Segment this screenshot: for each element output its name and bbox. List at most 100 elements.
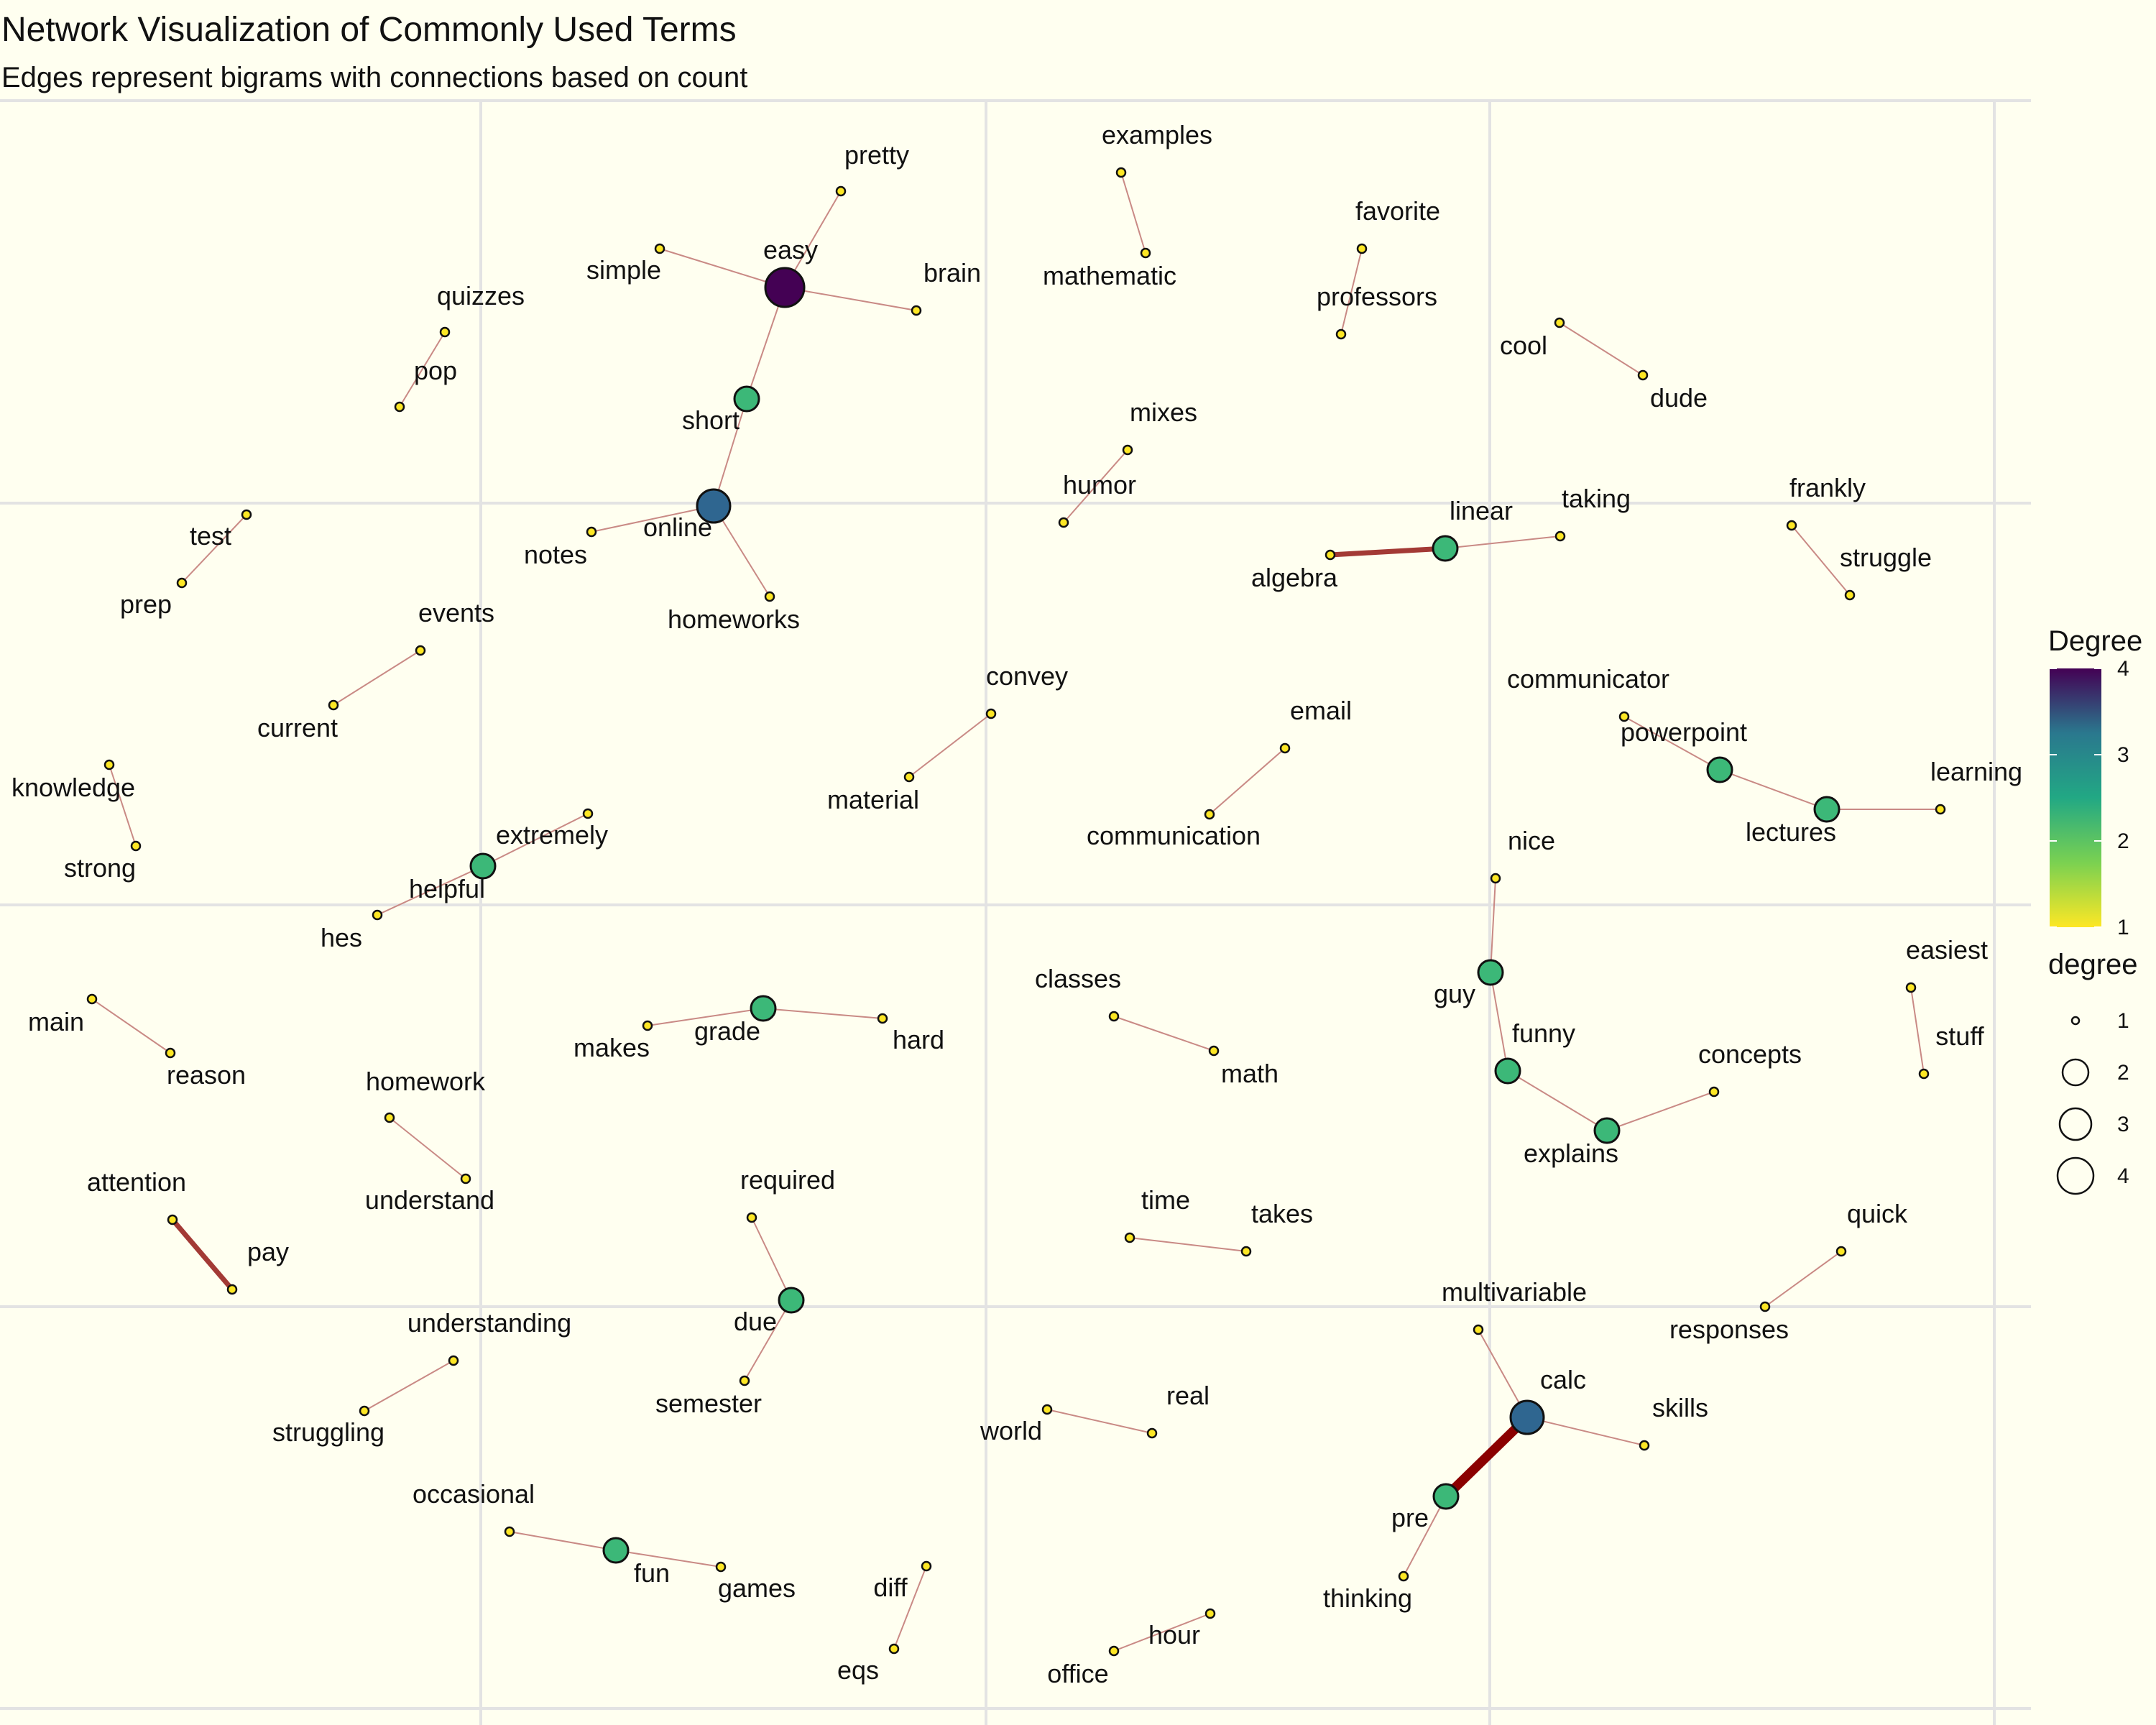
node-material xyxy=(903,771,915,783)
node-label-occasional: occasional xyxy=(413,1479,535,1509)
node-label-professors: professors xyxy=(1317,282,1437,311)
node-understanding xyxy=(448,1355,459,1366)
node-takes xyxy=(1240,1246,1252,1257)
node-classes xyxy=(1108,1011,1120,1022)
edge-funny-explains xyxy=(1507,1070,1608,1131)
node-skills xyxy=(1639,1440,1650,1451)
edge-pre-thinking xyxy=(1403,1496,1447,1577)
node-label-notes: notes xyxy=(524,540,587,569)
node-pre xyxy=(1432,1483,1460,1510)
node-label-test: test xyxy=(190,521,231,551)
node-label-prep: prep xyxy=(120,589,172,619)
node-label-cool: cool xyxy=(1500,331,1547,360)
node-label-understanding: understanding xyxy=(407,1308,571,1338)
node-label-responses: responses xyxy=(1669,1315,1789,1344)
edge-cool-dude xyxy=(1559,322,1644,376)
edge-linear-algebra xyxy=(1327,546,1448,558)
color-legend-bar xyxy=(2050,668,2101,927)
node-label-concepts: concepts xyxy=(1698,1039,1802,1069)
color-tick-2: 2 xyxy=(2117,829,2129,853)
node-label-online: online xyxy=(643,512,712,542)
node-multivariable xyxy=(1473,1324,1484,1335)
node-powerpoint xyxy=(1706,756,1733,783)
node-label-quizzes: quizzes xyxy=(437,281,525,310)
node-mathematic xyxy=(1140,247,1151,259)
node-label-pop: pop xyxy=(414,356,457,385)
node-label-brain: brain xyxy=(923,258,981,288)
edge-extremely-helpful xyxy=(482,813,589,867)
edge-events-current xyxy=(333,650,421,706)
node-stuff xyxy=(1918,1068,1930,1080)
node-makes xyxy=(642,1020,653,1031)
node-label-world: world xyxy=(980,1416,1042,1445)
node-label-email: email xyxy=(1290,696,1352,725)
size-tick-1: 1 xyxy=(2117,1009,2129,1033)
edge-short-online xyxy=(713,398,747,507)
node-professors xyxy=(1335,328,1347,340)
edge-grade-hard xyxy=(763,1008,883,1019)
edge-nice-guy xyxy=(1490,878,1496,973)
edge-occasional-fun xyxy=(509,1531,617,1551)
edge-online-homeworks xyxy=(713,505,770,597)
node-label-takes: takes xyxy=(1251,1199,1313,1228)
node-label-hes: hes xyxy=(321,923,362,952)
chart-subtitle: Edges represent bigrams with connections… xyxy=(1,62,748,93)
node-label-math: math xyxy=(1221,1059,1279,1088)
node-label-time: time xyxy=(1141,1185,1190,1215)
node-hes xyxy=(372,909,383,921)
edge-easy-simple xyxy=(659,248,786,288)
edge-easy-brain xyxy=(784,287,917,311)
node-strong xyxy=(130,840,142,852)
node-main xyxy=(86,993,98,1005)
node-linear xyxy=(1432,535,1459,562)
node-concepts xyxy=(1708,1086,1720,1098)
node-label-fun: fun xyxy=(634,1558,670,1588)
node-dude xyxy=(1637,369,1649,381)
node-pop xyxy=(394,401,405,413)
node-label-funny: funny xyxy=(1512,1018,1575,1048)
edge-quick-responses xyxy=(1764,1251,1842,1307)
node-label-humor: humor xyxy=(1063,470,1136,500)
node-frankly xyxy=(1786,520,1797,531)
size-tick-2: 2 xyxy=(2117,1061,2129,1085)
size-legend-1 xyxy=(2070,1016,2081,1026)
size-legend-title: degree xyxy=(2048,949,2138,980)
node-label-thinking: thinking xyxy=(1323,1583,1412,1613)
node-label-attention: attention xyxy=(87,1167,186,1197)
edge-helpful-hes xyxy=(377,865,484,916)
node-label-calc: calc xyxy=(1540,1365,1586,1394)
edge-quizzes-pop xyxy=(399,331,446,408)
node-communication xyxy=(1204,809,1215,820)
node-pretty xyxy=(835,185,847,197)
edge-classes-math xyxy=(1113,1016,1215,1052)
node-understand xyxy=(460,1173,471,1184)
node-favorite xyxy=(1356,243,1368,254)
color-tick-1: 1 xyxy=(2117,916,2129,939)
node-algebra xyxy=(1325,549,1336,561)
node-semester xyxy=(739,1375,750,1386)
node-label-main: main xyxy=(28,1007,84,1036)
node-label-required: required xyxy=(740,1165,835,1195)
node-label-due: due xyxy=(734,1307,777,1336)
node-label-homework: homework xyxy=(366,1067,486,1096)
edge-due-semester xyxy=(744,1300,792,1381)
node-label-makes: makes xyxy=(573,1033,650,1062)
node-label-classes: classes xyxy=(1035,964,1121,993)
edge-time-takes xyxy=(1129,1237,1247,1252)
node-label-hour: hour xyxy=(1148,1620,1200,1650)
node-email xyxy=(1279,742,1291,754)
node-label-convey: convey xyxy=(986,661,1068,691)
node-current xyxy=(328,699,339,711)
edge-fun-games xyxy=(615,1550,722,1568)
node-label-eqs: eqs xyxy=(837,1655,879,1685)
edge-favorite-professors xyxy=(1340,248,1363,335)
size-legend-3 xyxy=(2058,1107,2093,1141)
edge-required-due xyxy=(751,1217,792,1301)
node-label-stuff: stuff xyxy=(1935,1021,1984,1051)
node-quizzes xyxy=(439,326,451,338)
node-attention xyxy=(167,1214,178,1225)
node-responses xyxy=(1759,1301,1771,1312)
node-knowledge xyxy=(103,759,115,770)
edge-linear-taking xyxy=(1445,535,1561,549)
